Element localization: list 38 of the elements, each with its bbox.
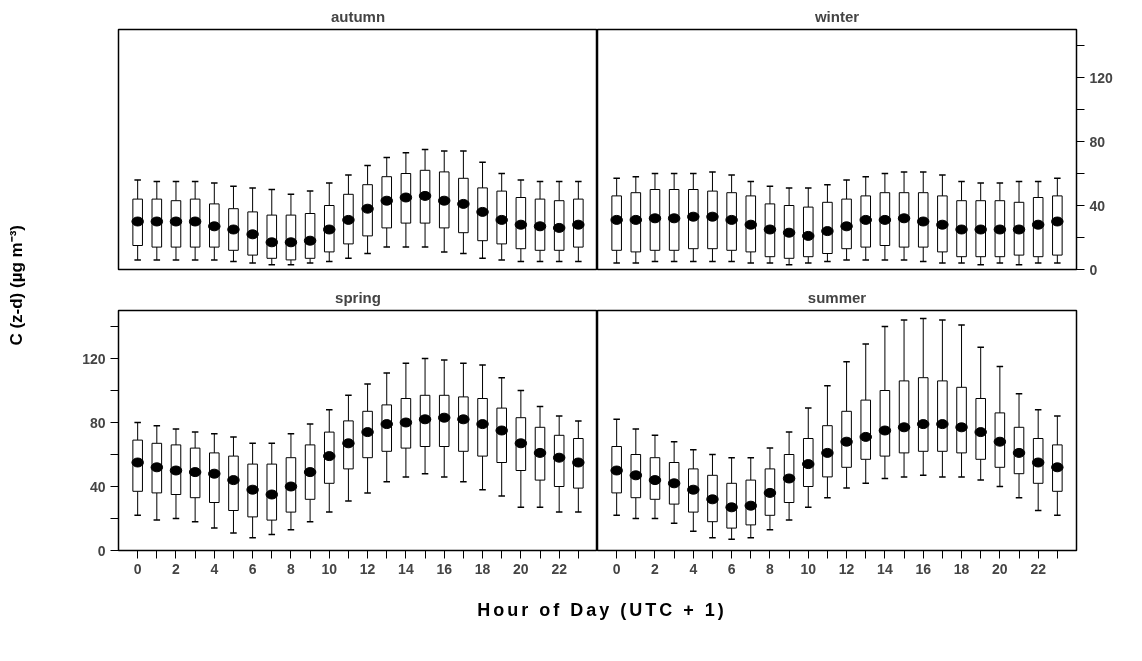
chart-title: autumn	[330, 7, 386, 25]
x-tick-label: 14	[398, 560, 414, 577]
x-tick-label: 4	[210, 560, 219, 577]
y-tick-label: 80	[1089, 133, 1106, 150]
y-tick-label: 120	[82, 350, 106, 367]
x-tick-label: 20	[513, 560, 529, 577]
x-tick-label: 6	[248, 560, 257, 577]
y-tick-label: 40	[1089, 197, 1106, 214]
y-tick-label: 120	[1089, 69, 1114, 86]
y-axis-title: C (z-d) (µg m⁻³)	[6, 224, 27, 346]
x-tick-label: 10	[800, 560, 817, 577]
y-tick-label: 40	[89, 478, 106, 495]
x-tick-label: 18	[953, 560, 970, 577]
x-tick-label: 12	[359, 560, 376, 577]
x-tick-label: 22	[1030, 560, 1047, 577]
x-tick-label: 12	[838, 560, 855, 577]
x-tick-label: 16	[436, 560, 453, 577]
x-tick-label: 8	[766, 560, 775, 577]
x-tick-label: 14	[877, 560, 893, 577]
x-tick-label: 18	[474, 560, 491, 577]
x-axis-title: Hour of Day (UTC + 1)	[476, 600, 728, 621]
chart-title: spring	[335, 288, 381, 306]
x-tick-label: 20	[992, 560, 1008, 577]
x-tick-label: 2	[651, 560, 660, 577]
x-tick-label: 0	[612, 560, 621, 577]
x-tick-label: 4	[689, 560, 698, 577]
y-tick-label: 0	[1089, 261, 1098, 278]
x-tick-label: 22	[551, 560, 568, 577]
x-tick-label: 10	[321, 560, 338, 577]
x-tick-label: 6	[727, 560, 736, 577]
x-tick-label: 16	[915, 560, 932, 577]
x-tick-label: 8	[287, 560, 296, 577]
chart-title: winter	[813, 7, 860, 25]
y-tick-label: 80	[89, 414, 106, 431]
chart-title: summer	[807, 288, 867, 306]
x-tick-label: 0	[133, 560, 142, 577]
x-tick-label: 2	[172, 560, 181, 577]
y-tick-label: 0	[97, 542, 106, 559]
